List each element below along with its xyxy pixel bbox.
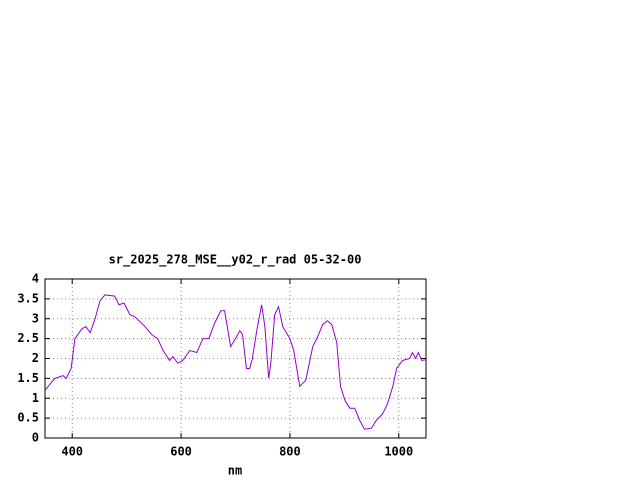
x-tick-label: 800 xyxy=(279,445,301,459)
y-tick-label: 3 xyxy=(32,311,39,325)
y-tick-label: 4 xyxy=(32,272,39,286)
y-tick-label: 2.5 xyxy=(17,331,39,345)
x-axis-label: nm xyxy=(228,464,242,478)
data-line xyxy=(44,294,427,430)
x-tick-label: 400 xyxy=(61,445,83,459)
x-tick-label: 1000 xyxy=(384,445,413,459)
plot-frame xyxy=(44,278,427,439)
y-tick-label: 0.5 xyxy=(17,411,39,425)
chart-title: sr_2025_278_MSE__y02_r_rad 05-32-00 xyxy=(109,253,362,268)
y-tick-label: 2 xyxy=(32,351,39,365)
y-tick-label: 1.5 xyxy=(17,371,39,385)
x-tick-label: 600 xyxy=(170,445,192,459)
y-tick-label: 1 xyxy=(32,391,39,405)
y-tick-label: 3.5 xyxy=(17,291,39,305)
y-tick-label: 0 xyxy=(32,431,39,445)
